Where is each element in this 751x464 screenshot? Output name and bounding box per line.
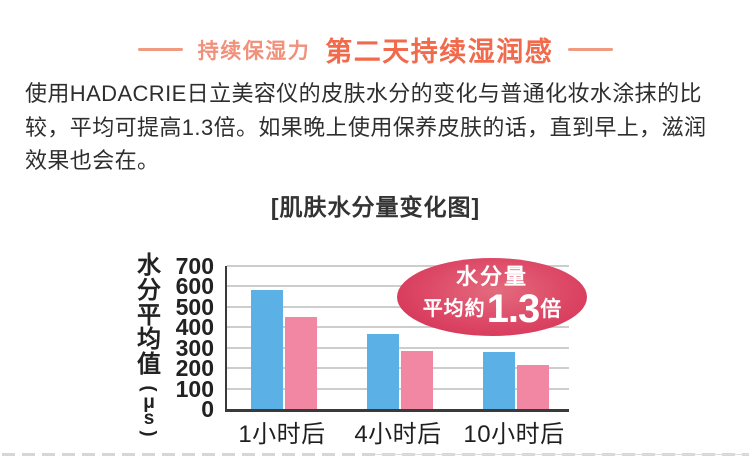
badge-title: 水分量 [455,264,528,289]
header-light-label: 持续保湿力 [197,39,311,63]
y-axis-label-char: 值 [137,351,161,379]
intro-line: 较，平均可提高1.3倍。如果晚上使用保养皮肤的话，直到早上，滋润 [25,114,707,140]
y-tick-label: 600 [175,273,214,300]
intro-line: 使用HADACRIE日立美容仪的皮肤水分的变化与普通化妆水涂抹的比 [25,81,702,106]
pink-bar [517,365,549,409]
header-right-dash [568,48,614,51]
y-axis-label-char: 水 [137,252,161,279]
badge-suffix: 倍 [540,297,562,321]
y-axis-label-char: 平 [137,301,161,329]
intro-paragraph: 使用HADACRIE日立美容仪的皮肤水分的变化与普通化妆水涂抹的比 较，平均可提… [25,77,706,178]
badge-value: 1.3 [486,287,541,331]
x-category-label: 4小时后 [354,421,442,448]
y-tick-label: 200 [175,355,214,382]
y-axis-label-char: 均 [137,326,161,354]
y-tick-label: 0 [201,396,214,422]
pink-bar [401,350,433,409]
y-tick-label: 400 [175,314,214,341]
y-tick-label: 300 [175,334,214,361]
header-bold-label: 第二天持续湿润感 [325,37,554,67]
badge-prefix: 平均約 [422,298,486,320]
blue-bar [251,289,283,409]
gridline [227,326,569,329]
header-left-dash [137,48,183,51]
unit-s: s [143,407,155,429]
x-category-label: 1小时后 [238,421,326,448]
plot-area [225,265,569,412]
unit-close-paren: ) [139,430,160,437]
moisture-ratio-badge: 水分量 平均約 1.3 倍 [397,258,587,336]
gridline [227,265,569,267]
blue-bar [483,351,515,409]
y-axis-label-char: 分 [137,276,161,304]
y-tick-label: 100 [175,375,214,402]
y-tick-label: 700 [175,253,214,279]
y-axis-unit: ( μ s ) [139,382,160,440]
intro-line: 效果也会在。 [25,148,160,173]
x-category-label: 10小时后 [463,421,565,448]
unit-mu: μ [143,391,155,413]
gridline [227,305,569,308]
section-header: 持续保湿力 第二天持续湿润感 [0,30,751,69]
y-axis-label: 水 分 平 均 值 ( μ s ) [131,252,167,440]
blue-bar [367,334,399,409]
y-tick-label: 500 [175,293,214,320]
badge-ratio-line: 平均約 1.3 倍 [423,289,562,329]
next-section-cutoff-line [375,454,749,455]
gridline [227,285,569,288]
y-axis-ticks: 0 100 200 300 400 500 600 700 [140,255,218,421]
chart-title: [肌肤水分量变化图] [270,194,481,220]
pink-bar [285,317,317,409]
